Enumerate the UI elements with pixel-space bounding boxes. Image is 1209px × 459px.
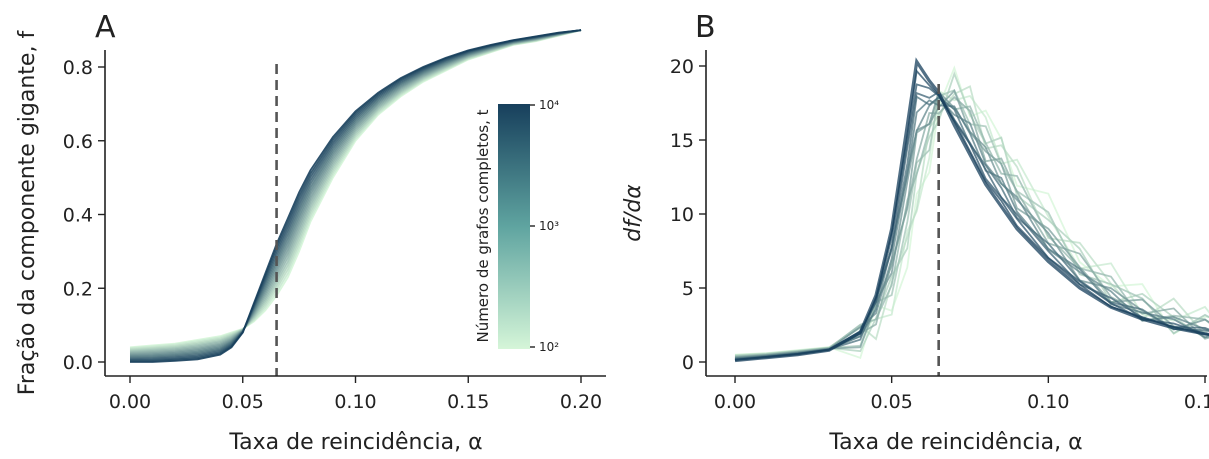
panel-a-x-label: Taxa de reincidência, α	[228, 430, 482, 455]
b-series-line	[734, 96, 1209, 360]
colorbar-gradient	[498, 104, 530, 349]
panel-b-letter: B	[695, 10, 716, 45]
b-series-line	[734, 93, 1209, 358]
b-x-tick-label: 0.15	[1184, 391, 1209, 413]
a-x-tick-label: 0.10	[334, 391, 376, 413]
panel-b-x-ticks: 0.00 0.05 0.10 0.15	[714, 376, 1209, 413]
colorbar-tick-label-low: 10²	[539, 340, 559, 354]
a-x-tick-label: 0.15	[447, 391, 489, 413]
a-series-line	[130, 29, 582, 363]
b-y-tick-label: 15	[670, 130, 694, 152]
a-y-tick-label: 0.2	[63, 278, 93, 300]
panel-a-curves	[129, 29, 582, 363]
b-y-tick-label: 20	[670, 56, 694, 78]
b-series-line	[734, 90, 1209, 361]
panel-a: A 0.00 0.05 0.10 0.15 0.20 0.0 0.2 0.4 0.6 0.8 T…	[15, 10, 606, 455]
a-y-tick-label: 0.6	[63, 131, 93, 153]
panel-b-x-label: Taxa de reincidência, α	[828, 430, 1082, 455]
panel-a-y-ticks: 0.0 0.2 0.4 0.6 0.8	[63, 57, 105, 374]
b-x-tick-label: 0.00	[714, 391, 756, 413]
b-x-tick-label: 0.05	[871, 391, 913, 413]
panel-a-y-label: Fração da componente gigante, f	[15, 30, 40, 396]
b-series-line	[734, 99, 1209, 360]
b-y-tick-label: 0	[682, 352, 694, 374]
a-x-tick-label: 0.20	[560, 391, 602, 413]
a-x-tick-label: 0.05	[222, 391, 264, 413]
b-series-line	[734, 57, 1209, 363]
panel-b: B 0.00 0.05 0.10 0.15 0 5 10 15 20 Taxa de rein…	[621, 10, 1209, 455]
panel-b-y-ticks: 0 5 10 15 20	[670, 56, 706, 374]
colorbar: 10⁴ 10³ 10² Número de grafos completos, …	[474, 98, 559, 354]
a-y-tick-label: 0.4	[63, 205, 93, 227]
b-y-tick-label: 10	[670, 204, 694, 226]
colorbar-tick-label-high: 10⁴	[539, 98, 559, 112]
a-y-tick-label: 0.8	[63, 57, 93, 79]
colorbar-label: Número de grafos completos, t	[474, 109, 492, 342]
b-y-tick-label: 5	[682, 278, 694, 300]
panel-b-curves	[734, 57, 1209, 363]
a-x-tick-label: 0.00	[109, 391, 151, 413]
a-y-tick-label: 0.0	[63, 352, 93, 374]
b-x-tick-label: 0.10	[1027, 391, 1069, 413]
panel-a-letter: A	[95, 10, 116, 45]
colorbar-tick-label-mid: 10³	[539, 219, 559, 233]
panel-b-y-label: df/dα	[621, 184, 646, 242]
panel-a-x-ticks: 0.00 0.05 0.10 0.15 0.20	[109, 376, 602, 413]
